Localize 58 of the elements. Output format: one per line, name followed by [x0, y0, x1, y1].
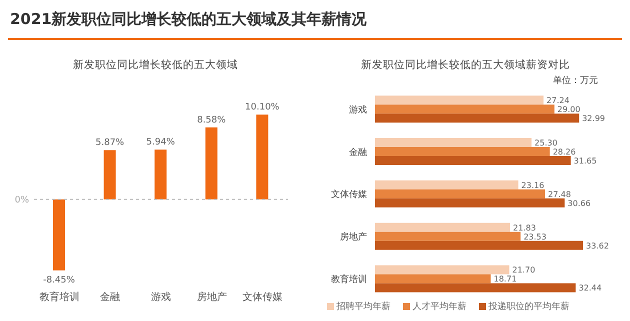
bar — [53, 199, 65, 270]
bar — [104, 150, 116, 200]
chart-title: 新发职位同比增长较低的五大领域薪资对比 — [360, 58, 571, 73]
legend-label: 招聘平均年薪 — [336, 300, 390, 313]
data-label: 32.99 — [582, 114, 606, 124]
x-tick-label: 教育培训 — [39, 291, 80, 304]
data-label: 27.48 — [548, 190, 571, 199]
data-label: 23.53 — [524, 232, 546, 242]
data-label: 31.65 — [574, 156, 597, 166]
bar — [375, 138, 532, 148]
y-tick-label: 文体传媒 — [331, 189, 367, 200]
x-tick-label: 文体传媒 — [242, 291, 283, 304]
bar — [375, 240, 583, 250]
data-label: 29.00 — [557, 105, 580, 114]
bar — [375, 114, 580, 123]
data-label: 21.83 — [513, 223, 536, 232]
bar — [375, 283, 576, 292]
data-label: 27.24 — [546, 96, 570, 106]
data-label: 30.66 — [568, 198, 591, 208]
y-tick-label: 教育培训 — [331, 274, 367, 285]
bar — [375, 198, 565, 208]
y-tick-label: 游戏 — [349, 104, 367, 116]
bar — [375, 232, 521, 241]
bar — [375, 222, 510, 232]
y-tick-label: 金融 — [349, 146, 367, 158]
y-tick-label: 房地产 — [340, 232, 367, 243]
data-label: 28.26 — [552, 148, 576, 157]
data-label: 33.62 — [586, 241, 609, 250]
bar — [375, 96, 544, 105]
bar — [375, 147, 550, 156]
bar — [256, 114, 268, 200]
bar — [154, 150, 167, 200]
data-label: 23.16 — [521, 180, 544, 190]
data-label: 10.10% — [245, 102, 280, 113]
bar — [375, 274, 491, 284]
x-tick-label: 游戏 — [151, 291, 171, 304]
data-label: 18.71 — [494, 274, 517, 284]
legend-label: 投递职位的平均年薪 — [488, 300, 570, 313]
data-label: 32.44 — [578, 284, 602, 293]
data-label: 5.87% — [96, 138, 125, 148]
bar — [205, 127, 218, 200]
x-tick-label: 金融 — [100, 291, 120, 304]
data-label: 25.30 — [534, 138, 558, 148]
data-label: 5.94% — [146, 138, 176, 148]
data-label: 21.70 — [512, 266, 536, 275]
ref-line-label: 0% — [14, 196, 30, 206]
bar — [375, 265, 510, 274]
text: 单位：万元 — [552, 74, 599, 88]
chart-subtitle: 新发职位同比增长较低的五大领域 — [72, 58, 239, 73]
legend-label: 人才平均年薪 — [412, 300, 466, 313]
bar — [375, 189, 546, 198]
bar — [375, 180, 518, 190]
data-label: 8.58% — [197, 115, 226, 126]
x-tick-label: 房地产 — [196, 291, 227, 304]
data-label: -8.45% — [43, 275, 76, 286]
bar — [375, 156, 571, 166]
bar — [375, 104, 554, 114]
chart-title: 2021新发职位同比增长较低的五大领域及其年薪情况 — [10, 10, 367, 29]
